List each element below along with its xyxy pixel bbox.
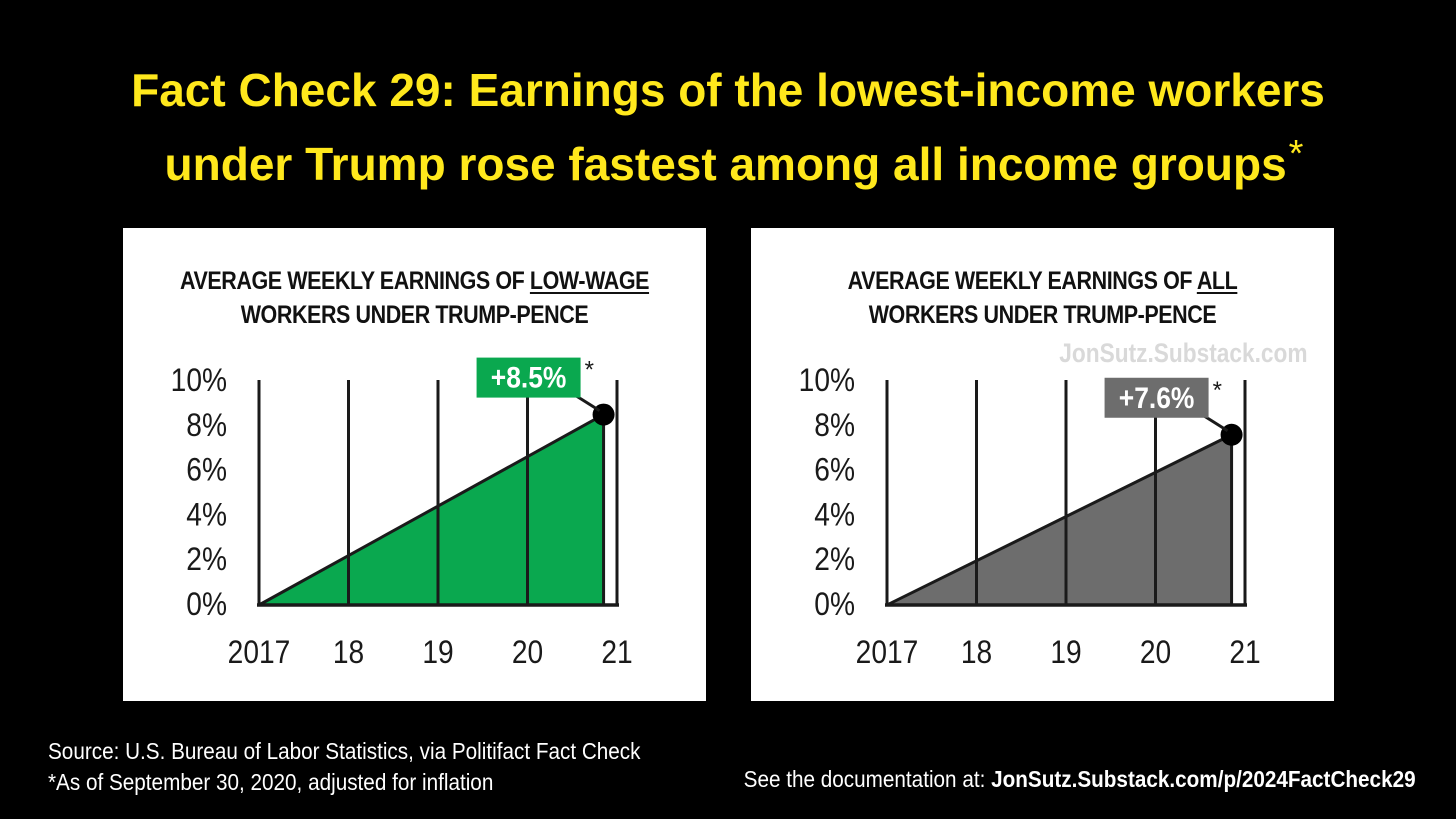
- chart-title-prefix: AVERAGE WEEKLY EARNINGS OF: [179, 267, 530, 295]
- annotation-value: +8.5%: [491, 360, 567, 394]
- headline-line-1: Fact Check 29: Earnings of the lowest-in…: [131, 64, 1325, 116]
- x-tick-label: 2017: [856, 635, 919, 670]
- headline: Fact Check 29: Earnings of the lowest-in…: [0, 58, 1456, 196]
- x-tick-label: 20: [512, 635, 543, 670]
- x-tick-label: 2017: [228, 635, 291, 670]
- chart-title-line-2: WORKERS UNDER TRUMP-PENCE: [240, 301, 589, 329]
- x-tick-label: 19: [1050, 635, 1081, 670]
- chart-panel-low-wage: AVERAGE WEEKLY EARNINGS OF LOW-WAGE WORK…: [123, 228, 706, 701]
- headline-line-2: under Trump rose fastest among all incom…: [0, 122, 1456, 196]
- documentation-link[interactable]: JonSutz.Substack.com/p/2024FactCheck29: [991, 766, 1416, 792]
- chart-title-prefix: AVERAGE WEEKLY EARNINGS OF: [847, 267, 1197, 295]
- y-tick-label: 0%: [814, 587, 855, 622]
- chart-title: AVERAGE WEEKLY EARNINGS OF ALL WORKERS U…: [792, 264, 1293, 332]
- watermark: JonSutz.Substack.com: [1059, 338, 1308, 368]
- series-line: [258, 413, 605, 607]
- chart-low-wage: 0% 2% 4% 6% 8% 10% 2017 18 19 20 21 +8.5% *: [171, 357, 633, 671]
- annotation-asterisk: *: [1213, 377, 1222, 404]
- x-tick-label: 21: [1229, 635, 1260, 670]
- headline-line-2-text: under Trump rose fastest among all incom…: [164, 138, 1287, 190]
- x-tick-label: 21: [601, 635, 632, 670]
- source-note: Source: U.S. Bureau of Labor Statistics,…: [48, 738, 641, 764]
- y-tick-label: 4%: [186, 498, 227, 533]
- chart-title-emphasis: LOW-WAGE: [529, 267, 650, 295]
- y-tick-label: 10%: [171, 363, 227, 398]
- series-line: [886, 433, 1233, 607]
- chart-title-line-1: AVERAGE WEEKLY EARNINGS OF ALL: [792, 264, 1293, 298]
- documentation-note: See the documentation at: JonSutz.Substa…: [744, 766, 1416, 793]
- annotation-value: +7.6%: [1119, 380, 1195, 414]
- inflation-note: *As of September 30, 2020, adjusted for …: [48, 769, 494, 795]
- chart-title-emphasis: ALL: [1196, 267, 1238, 295]
- area-fill: [887, 434, 1232, 605]
- x-tick-label: 19: [422, 635, 453, 670]
- y-tick-label: 6%: [186, 453, 227, 488]
- y-tick-label: 2%: [814, 543, 855, 578]
- y-tick-label: 2%: [186, 543, 227, 578]
- chart-title: AVERAGE WEEKLY EARNINGS OF LOW-WAGE WORK…: [164, 264, 665, 332]
- annotation-box: [1104, 377, 1209, 418]
- y-tick-label: 8%: [814, 408, 855, 443]
- y-tick-label: 8%: [186, 408, 227, 443]
- x-tick-label: 20: [1140, 635, 1171, 670]
- y-tick-label: 10%: [799, 363, 855, 398]
- annotation-box: [476, 357, 581, 398]
- chart-title-line-1: AVERAGE WEEKLY EARNINGS OF LOW-WAGE: [164, 264, 665, 298]
- chart-title-line-2: WORKERS UNDER TRUMP-PENCE: [868, 301, 1217, 329]
- chart-panel-all-workers: AVERAGE WEEKLY EARNINGS OF ALL WORKERS U…: [751, 228, 1334, 701]
- x-tick-label: 18: [333, 635, 364, 670]
- y-tick-label: 0%: [186, 587, 227, 622]
- chart-all-workers: 0% 2% 4% 6% 8% 10% 2017 18 19 20 21 +7.6% *: [799, 363, 1261, 670]
- y-tick-label: 6%: [814, 453, 855, 488]
- footer-notes: Source: U.S. Bureau of Labor Statistics,…: [48, 736, 641, 798]
- documentation-prefix: See the documentation at:: [744, 766, 992, 792]
- y-tick-label: 4%: [814, 498, 855, 533]
- headline-asterisk: *: [1288, 133, 1304, 175]
- annotation-asterisk: *: [585, 357, 594, 384]
- x-tick-label: 18: [961, 635, 992, 670]
